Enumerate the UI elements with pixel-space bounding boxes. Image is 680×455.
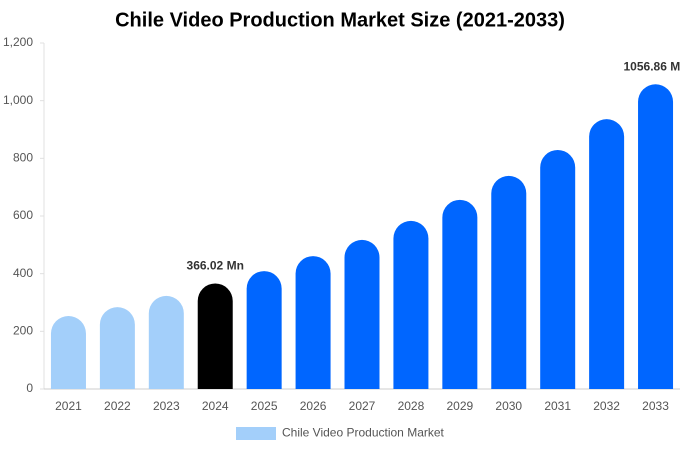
bar	[50, 316, 86, 389]
data-label: 1056.86 Mn	[624, 59, 680, 73]
x-tick-label: 2025	[251, 399, 278, 413]
x-tick-label: 2033	[642, 399, 669, 413]
bar	[99, 307, 135, 389]
y-tick-label: 1,200	[3, 35, 33, 49]
legend-swatch	[236, 427, 276, 440]
bar	[344, 239, 380, 389]
bar	[197, 283, 233, 389]
x-tick-label: 2021	[55, 399, 82, 413]
bar	[148, 295, 184, 389]
legend-label: Chile Video Production Market	[282, 426, 445, 440]
bar	[540, 149, 576, 389]
chart-title: Chile Video Production Market Size (2021…	[115, 9, 565, 31]
x-tick-label: 2030	[495, 399, 522, 413]
y-tick-label: 200	[13, 324, 33, 338]
x-tick-label: 2023	[153, 399, 180, 413]
x-tick-label: 2024	[202, 399, 229, 413]
bar	[638, 84, 674, 389]
bar	[295, 256, 331, 389]
y-tick-label: 0	[26, 381, 33, 395]
y-tick-label: 800	[13, 151, 33, 165]
bar	[442, 199, 478, 389]
x-tick-label: 2032	[593, 399, 620, 413]
y-tick-label: 400	[13, 266, 33, 280]
x-tick-label: 2026	[300, 399, 327, 413]
x-tick-label: 2029	[446, 399, 473, 413]
x-tick-label: 2027	[349, 399, 376, 413]
data-label: 366.02 Mn	[187, 259, 244, 273]
x-tick-label: 2028	[398, 399, 425, 413]
x-tick-label: 2022	[104, 399, 131, 413]
bar	[246, 271, 282, 389]
bar	[393, 220, 429, 389]
y-tick-label: 600	[13, 208, 33, 222]
x-tick-label: 2031	[544, 399, 571, 413]
bar	[589, 119, 625, 390]
bar	[491, 175, 527, 389]
y-tick-label: 1,000	[3, 93, 33, 107]
